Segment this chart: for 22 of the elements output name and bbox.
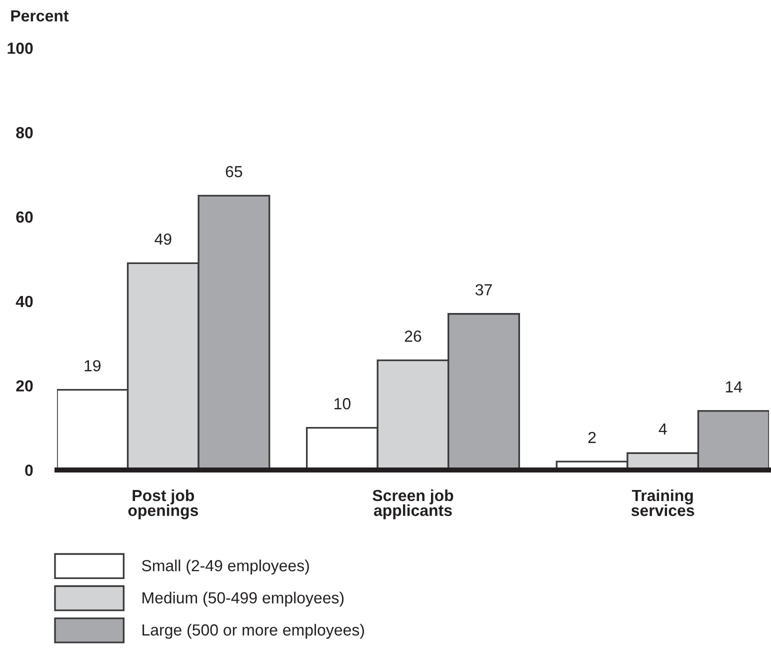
y-axis-title: Percent — [11, 10, 69, 22]
data-label: 37 — [476, 284, 492, 296]
y-tick-label: 0 — [25, 464, 33, 476]
data-label: 65 — [226, 166, 242, 178]
legend-label: Medium (50-499 employees) — [142, 592, 344, 607]
x-tick-label: Training services — [631, 489, 694, 516]
y-tick-label: 60 — [16, 211, 33, 223]
data-label: 26 — [404, 330, 422, 342]
y-tick-label: 100 — [8, 42, 33, 54]
y-tick-label: 20 — [16, 380, 33, 392]
x-tick-label: Post job openings — [128, 489, 198, 520]
data-label: 10 — [334, 398, 350, 410]
data-label: 14 — [726, 381, 742, 392]
legend-label: Small (2-49 employees) — [142, 560, 309, 574]
y-tick-label: 80 — [16, 127, 33, 138]
x-tick-label: Screen job applicants — [372, 489, 454, 520]
data-label: 2 — [588, 432, 596, 443]
legend-label: Large (500 or more employees) — [142, 624, 364, 639]
data-label: 49 — [154, 233, 172, 245]
data-label: 19 — [84, 360, 101, 372]
y-tick-label: 40 — [16, 296, 33, 308]
data-label: 4 — [658, 424, 667, 435]
